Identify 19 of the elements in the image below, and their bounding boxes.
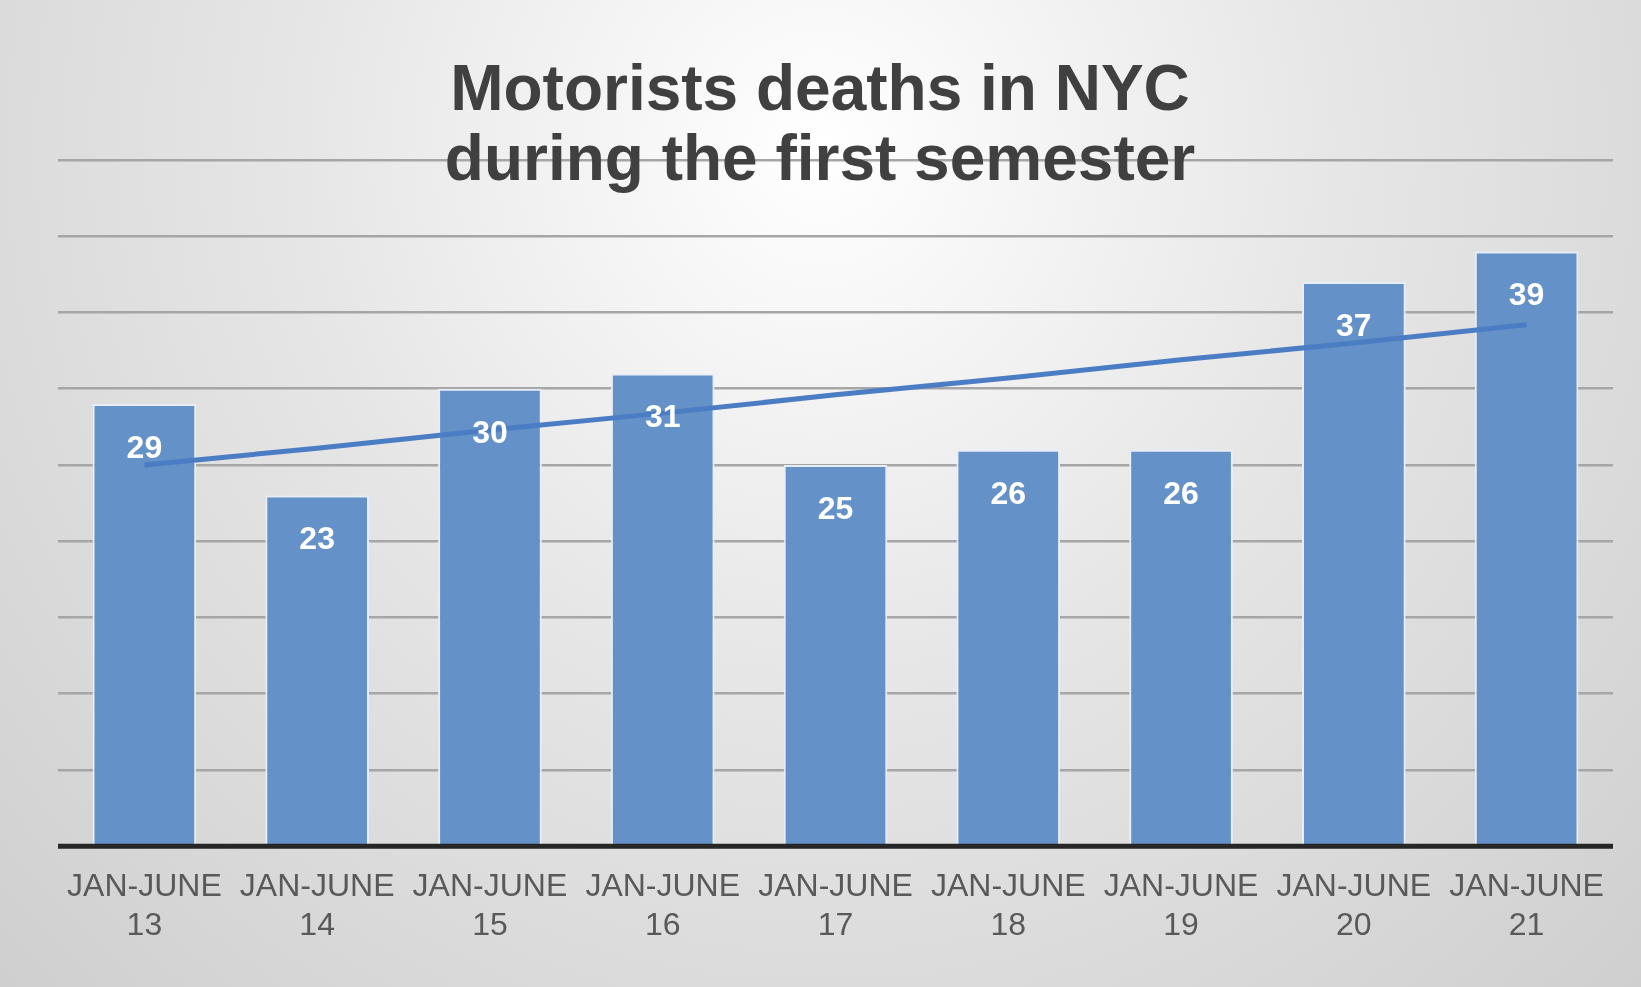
data-label: 31 — [644, 398, 681, 435]
x-tick-label: JAN-JUNE 15 — [412, 867, 568, 942]
x-tick-label: JAN-JUNE 21 — [1449, 867, 1604, 942]
x-tick-label: JAN-JUNE 18 — [930, 867, 1086, 942]
x-tick-label: JAN-JUNE 14 — [239, 867, 395, 942]
x-tick-label: JAN-JUNE 13 — [67, 867, 222, 942]
x-tick-label: JAN-JUNE 20 — [1276, 867, 1432, 942]
data-label: 25 — [817, 489, 854, 526]
data-label: 29 — [126, 428, 163, 465]
data-label: 39 — [1508, 276, 1545, 313]
data-label: 26 — [990, 474, 1027, 511]
x-tick-label: JAN-JUNE 16 — [585, 867, 741, 942]
x-tick-label: JAN-JUNE 17 — [758, 867, 913, 942]
x-tick-label: JAN-JUNE 19 — [1103, 867, 1259, 942]
data-label: 37 — [1336, 306, 1372, 343]
data-label: 26 — [1163, 474, 1199, 511]
data-label: 30 — [472, 413, 508, 450]
data-label: 23 — [299, 520, 335, 557]
chart-title: Motorists deaths in NYC during the first semester — [444, 51, 1196, 194]
